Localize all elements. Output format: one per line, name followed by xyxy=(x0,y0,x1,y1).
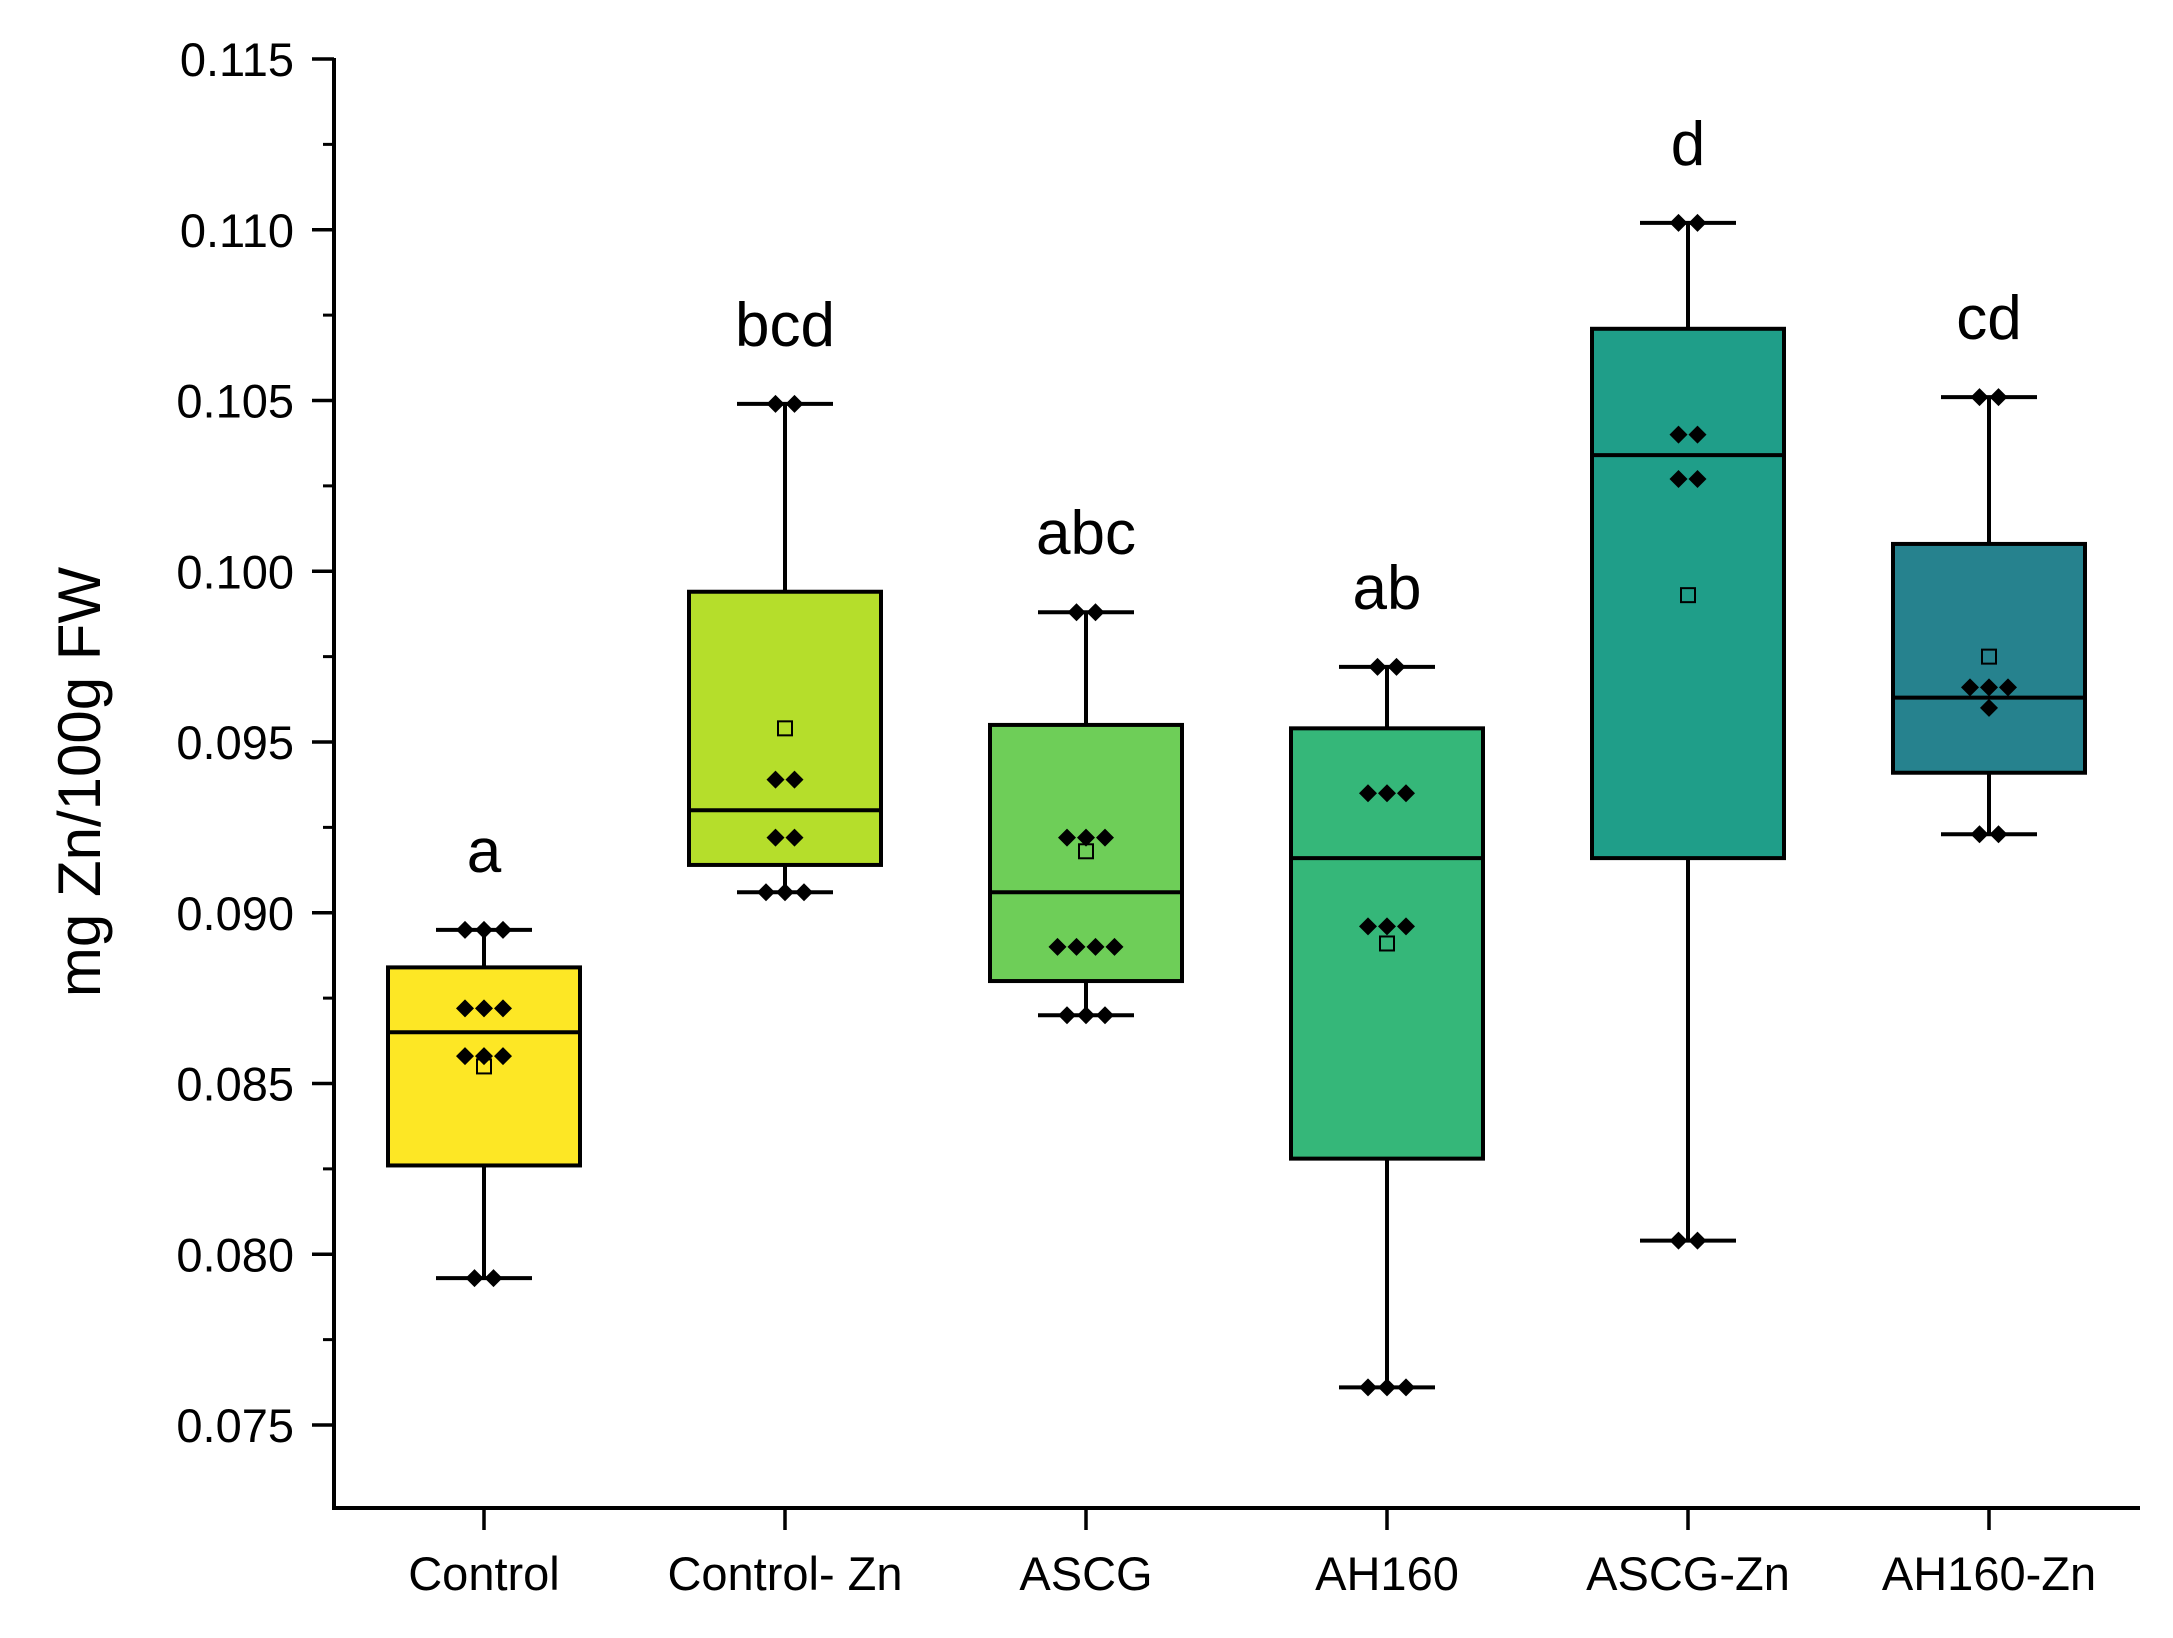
data-point xyxy=(456,1047,474,1066)
significance-letter: d xyxy=(1671,110,1705,179)
data-point xyxy=(1397,784,1415,803)
mean-marker xyxy=(1379,935,1395,952)
data-point xyxy=(1688,470,1707,489)
data-point xyxy=(1086,603,1105,622)
data-point xyxy=(1970,825,1989,844)
data-point xyxy=(484,1269,503,1288)
data-point xyxy=(766,770,785,789)
data-point xyxy=(776,883,794,902)
data-point xyxy=(1970,388,1989,407)
significance-letter: abc xyxy=(1036,499,1136,568)
data-point xyxy=(1669,425,1688,444)
data-point xyxy=(1077,1006,1095,1025)
data-point xyxy=(795,883,813,902)
y-tick-label: 0.080 xyxy=(176,1228,294,1281)
data-point xyxy=(1105,937,1124,956)
y-tick-label: 0.100 xyxy=(176,545,294,598)
mean-marker xyxy=(1981,648,1997,665)
mean-marker xyxy=(777,720,793,737)
y-tick-label: 0.085 xyxy=(176,1058,294,1111)
data-point xyxy=(494,1047,512,1066)
y-tick-label: 0.075 xyxy=(176,1399,294,1452)
y-tick-label: 0.095 xyxy=(176,716,294,769)
data-point xyxy=(475,1047,493,1066)
data-point xyxy=(766,394,785,413)
y-tick-label: 0.115 xyxy=(180,33,294,86)
y-tick-label: 0.105 xyxy=(176,375,294,428)
y-tick-label: 0.090 xyxy=(176,887,294,940)
data-point xyxy=(1058,828,1076,847)
significance-letter: a xyxy=(467,817,502,886)
data-point xyxy=(1067,603,1086,622)
x-tick-label: Control xyxy=(408,1547,560,1600)
mean-marker xyxy=(1680,587,1696,604)
x-tick-label: Control- Zn xyxy=(667,1547,902,1600)
data-point xyxy=(766,828,785,847)
data-point xyxy=(1688,425,1707,444)
plot-area: 0.075 0.080 0.085 0.090 0.095 0.100 0.105 0.110… xyxy=(176,33,2140,1600)
data-point xyxy=(1387,657,1406,676)
data-point xyxy=(1669,470,1688,489)
data-point xyxy=(1688,1231,1707,1250)
data-point xyxy=(1669,213,1688,232)
data-point xyxy=(1378,1378,1396,1397)
box-2 xyxy=(988,722,1184,984)
x-tick-label: ASCG xyxy=(1019,1547,1152,1600)
data-point xyxy=(1086,937,1105,956)
y-axis-title: mg Zn/100g FW xyxy=(46,567,113,998)
data-point xyxy=(1980,678,1998,697)
box-1 xyxy=(687,589,883,867)
significance-letter: cd xyxy=(1956,284,2021,353)
data-point xyxy=(785,394,804,413)
data-point xyxy=(494,999,512,1018)
data-point xyxy=(1688,213,1707,232)
data-point xyxy=(456,999,474,1018)
data-point xyxy=(1397,1378,1415,1397)
data-point xyxy=(475,999,493,1018)
data-point xyxy=(1378,784,1396,803)
data-point xyxy=(1067,937,1086,956)
data-point xyxy=(456,920,474,939)
data-point xyxy=(1359,917,1377,936)
box-5 xyxy=(1891,541,2087,775)
data-point xyxy=(1096,828,1114,847)
data-point xyxy=(1989,388,2008,407)
data-point xyxy=(465,1269,484,1288)
data-point xyxy=(1058,1006,1076,1025)
significance-letter: ab xyxy=(1353,554,1422,623)
data-point xyxy=(1359,1378,1377,1397)
data-point xyxy=(1961,678,1979,697)
data-point xyxy=(1378,917,1396,936)
data-point xyxy=(475,920,493,939)
data-point xyxy=(1077,828,1095,847)
data-point xyxy=(785,828,804,847)
box-0 xyxy=(386,965,582,1168)
y-tick-label: 0.110 xyxy=(180,204,294,257)
data-point xyxy=(1359,784,1377,803)
data-point xyxy=(1096,1006,1114,1025)
data-point xyxy=(1980,698,1998,717)
x-tick-label: AH160-Zn xyxy=(1882,1547,2096,1600)
data-point xyxy=(1999,678,2017,697)
data-point xyxy=(757,883,775,902)
significance-letter: bcd xyxy=(735,291,835,360)
data-point xyxy=(785,770,804,789)
x-tick-label: ASCG-Zn xyxy=(1586,1547,1790,1600)
data-point xyxy=(1368,657,1387,676)
x-tick-label: AH160 xyxy=(1315,1547,1459,1600)
data-point xyxy=(1669,1231,1688,1250)
data-point xyxy=(1989,825,2008,844)
data-point xyxy=(1397,917,1415,936)
data-point xyxy=(494,920,512,939)
data-point xyxy=(1048,937,1067,956)
box-4 xyxy=(1590,326,1786,861)
